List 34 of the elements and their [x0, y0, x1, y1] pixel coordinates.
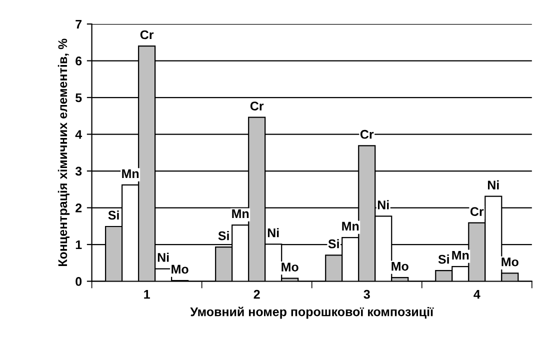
text: Si: [218, 231, 229, 240]
x-axis-title: Умовний номер порошкової композиції: [190, 306, 434, 319]
series-label: Si: [108, 210, 119, 220]
text: Ni: [158, 252, 169, 262]
text: Ni: [378, 200, 389, 210]
x-tick-label: 2: [254, 290, 260, 299]
text: Si: [438, 254, 449, 264]
text: Cr: [250, 102, 264, 110]
text: Mo: [502, 258, 518, 266]
series-label: Mn: [232, 209, 249, 218]
text: Mn: [342, 222, 359, 231]
y-tick-label: 5: [76, 93, 82, 102]
text: Ni: [488, 180, 499, 190]
x-tick-label: 4: [474, 290, 480, 299]
x-tick-label: 1: [144, 290, 150, 299]
series-label: Mo: [172, 264, 188, 274]
series-label: Ni: [268, 228, 279, 238]
y-axis-title: Концентрація хімичних елементів, %: [58, 38, 70, 266]
y-tick-label: 7: [76, 20, 82, 29]
text: Si: [328, 239, 339, 248]
y-tick-label: 3: [75, 166, 82, 176]
text: Mo: [392, 262, 408, 271]
y-tick-label: 0: [76, 277, 82, 286]
y-tick-label: 6: [76, 56, 82, 66]
text: Mn: [122, 169, 139, 178]
text: Mo: [282, 262, 298, 272]
x-tick-label: 3: [364, 290, 370, 299]
y-tick-label: 2: [76, 204, 82, 212]
y-tick-label: 4: [75, 130, 82, 139]
text: Cr: [140, 30, 154, 40]
text: Mn: [452, 250, 469, 260]
series-label: Cr: [360, 130, 374, 139]
text: Cr: [470, 207, 484, 216]
y-tick-label: 1: [76, 240, 82, 250]
